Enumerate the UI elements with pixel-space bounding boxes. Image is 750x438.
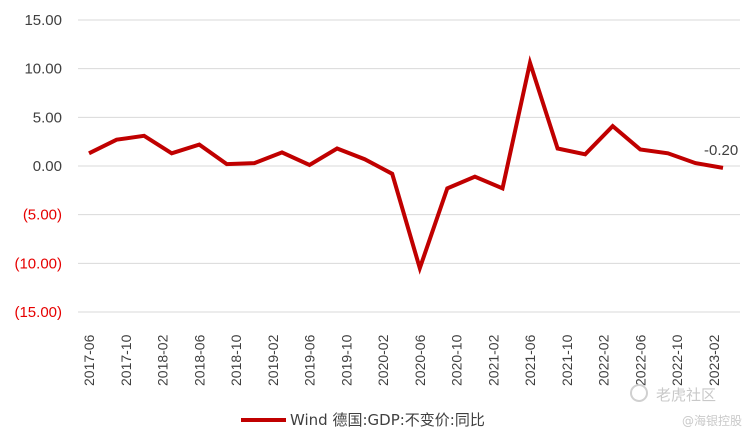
tiger-logo-icon — [630, 384, 648, 402]
x-tick-label: 2019-10 — [338, 334, 354, 386]
legend-label: Wind 德国:GDP:不变价:同比 — [290, 411, 485, 429]
y-tick-label: 10.00 — [24, 61, 62, 78]
gridlines — [78, 19, 740, 313]
x-axis-tick-labels: 2017-06 2017-10 2018-02 2018-06 2018-10 2019-… — [81, 334, 722, 386]
y-axis-tick-labels: 15.00 10.00 5.00 0.00 (5.00) (10.00) (15.00) — [14, 12, 62, 321]
y-tick-label: 5.00 — [33, 109, 62, 126]
x-tick-label: 2020-10 — [449, 334, 465, 386]
x-tick-label: 2020-06 — [412, 334, 428, 386]
x-tick-label: 2019-06 — [302, 334, 318, 386]
x-tick-label: 2021-06 — [522, 334, 538, 386]
x-tick-label: 2017-06 — [81, 334, 97, 386]
last-value-annotation: -0.20 — [704, 142, 738, 159]
x-tick-label: 2020-02 — [375, 334, 391, 386]
x-tick-label: 2018-06 — [191, 334, 207, 386]
x-tick-label: 2021-10 — [559, 334, 575, 386]
x-tick-label: 2018-02 — [155, 334, 171, 386]
y-tick-label: (10.00) — [14, 255, 62, 272]
y-tick-label: (5.00) — [23, 207, 62, 224]
x-tick-label: 2022-06 — [632, 334, 648, 386]
watermark-community: 老虎社区 — [656, 386, 717, 404]
watermark-handle: @海银控股 — [682, 414, 743, 428]
y-tick-label: (15.00) — [14, 304, 62, 321]
x-tick-label: 2023-02 — [706, 334, 722, 386]
x-tick-label: 2017-10 — [118, 334, 134, 386]
y-tick-label: 15.00 — [24, 12, 62, 29]
x-tick-label: 2021-02 — [485, 334, 501, 386]
y-tick-label: 0.00 — [33, 158, 62, 175]
x-tick-label: 2018-10 — [228, 334, 244, 386]
x-tick-label: 2022-10 — [669, 334, 685, 386]
x-tick-label: 2022-02 — [596, 334, 612, 386]
legend: Wind 德国:GDP:不变价:同比 — [241, 411, 485, 429]
series-line — [88, 55, 724, 275]
x-tick-label: 2019-02 — [265, 334, 281, 386]
